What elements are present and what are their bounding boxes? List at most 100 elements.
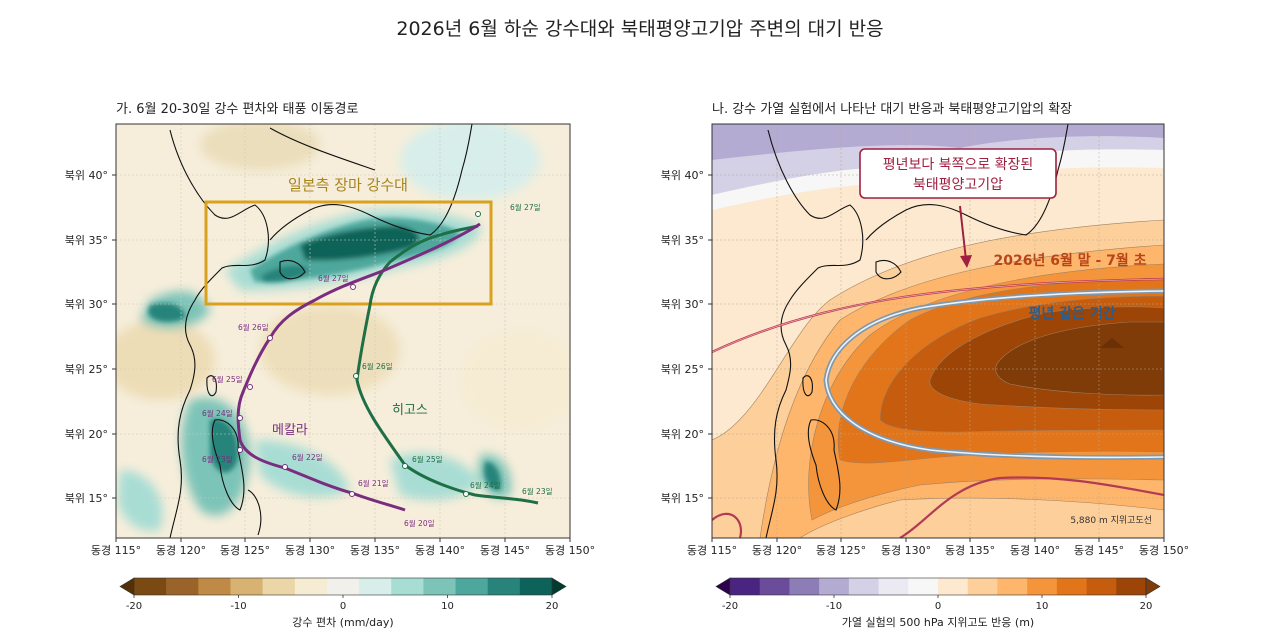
longitude-tick-label: 동경 130° [285, 544, 335, 557]
colorbar-segment [134, 578, 167, 595]
philippines-south-coast [247, 489, 262, 536]
colorbar-tick-label: -20 [126, 601, 142, 612]
colorbar-segment [359, 578, 392, 595]
longitude-tick-label: 동경 120° [752, 544, 802, 557]
longitude-tick-label: 동경 140° [415, 544, 465, 557]
colorbar-tick-label: 0 [340, 601, 346, 612]
luzon-coast [211, 419, 245, 511]
callout-line-2: 북태평양고기압 [913, 177, 1003, 193]
latitude-tick-label: 북위 35° [65, 234, 108, 247]
longitude-tick-label: 동경 145° [1074, 544, 1124, 557]
latitude-tick-label: 북위 40° [661, 169, 704, 182]
colorbar-segment [487, 578, 521, 595]
typhoon-purple-name: 메칼라 [272, 423, 308, 438]
longitude-tick-label: 동경 125° [220, 544, 270, 557]
green-track-marker [475, 211, 481, 217]
precip-anomaly-core [148, 217, 501, 491]
purple-date-label: 6월 20일 [404, 518, 435, 528]
callout-line-1: 평년보다 북쪽으로 확장된 [883, 157, 1034, 173]
colorbar-segment [166, 578, 199, 595]
panel-b-map: 2026년 6월 말 - 7월 초 평년 같은 기간 5,880 m 지위고도선… [712, 124, 1164, 538]
longitude-tick-label: 동경 150° [545, 544, 595, 557]
callout-arrow-head [960, 255, 972, 268]
colorbar-tick-label: 0 [935, 601, 941, 612]
purple-track-marker [267, 335, 273, 341]
dry-anomaly-patch [260, 305, 400, 395]
longitude-tick-label: 동경 115° [91, 544, 141, 557]
typhoon-date-labels: 6월 27일 6월 26일 6월 25일 6월 24일 6월 23일 6월 27… [202, 202, 553, 528]
latitude-tick-label: 북위 15° [65, 492, 108, 505]
green-date-label: 6월 26일 [362, 361, 393, 371]
colorbar-segment [848, 578, 879, 595]
late-june-contour-label: 2026년 6월 말 - 7월 초 [993, 252, 1146, 269]
purple-date-label: 6월 21일 [358, 478, 389, 488]
colorbar-tick-label: -10 [230, 601, 246, 612]
purple-date-label: 6월 27일 [318, 273, 349, 283]
purple-track-marker [247, 384, 253, 390]
panel-b-coastlines [765, 124, 1069, 538]
japan-coast [269, 124, 473, 241]
wet-anomaly-patch [400, 124, 540, 200]
wet-anomaly-patch [390, 452, 480, 500]
dry-anomaly-patch [116, 320, 215, 400]
wet-anomaly-core [148, 303, 185, 322]
colorbar-segment [967, 578, 998, 595]
colorbar-segment [455, 578, 488, 595]
negative-anomaly-region [712, 124, 1164, 160]
taiwan-coast [206, 375, 217, 397]
panel-a-frame [115, 123, 571, 539]
colorbar-segment [230, 578, 263, 595]
colorbar-segment [938, 578, 969, 595]
panel-b-axis-ticks: 동경 115° 동경 120° 동경 125° 동경 130° 동경 135° 동경 14… [661, 169, 1189, 557]
callout-box [859, 148, 1057, 199]
purple-track-marker [237, 415, 243, 421]
figure-title: 2026년 6월 하순 강수대와 북태평양고기압 주변의 대기 반응 [396, 18, 884, 40]
colorbar-tick-label: 20 [546, 601, 559, 612]
kyushu-coast [875, 259, 902, 280]
latitude-tick-label: 북위 25° [661, 363, 704, 376]
colorbar-tick-label: -10 [826, 601, 842, 612]
longitude-tick-label: 동경 125° [816, 544, 866, 557]
colorbar-segment [997, 578, 1028, 595]
colorbar-segment [423, 578, 456, 595]
panel-b-colorbar: -20 -10 0 10 20 [715, 577, 1161, 612]
longitude-tick-label: 동경 145° [480, 544, 530, 557]
dry-anomaly-patch [200, 124, 320, 170]
colorbar-segment [391, 578, 424, 595]
colorbar-segment [730, 578, 761, 595]
panel-b-frame [711, 123, 1165, 539]
purple-track-marker [282, 464, 288, 470]
latitude-tick-label: 북위 25° [65, 363, 108, 376]
longitude-tick-label: 동경 150° [1139, 544, 1189, 557]
taiwan-coast [802, 375, 813, 397]
latitude-tick-label: 북위 20° [661, 428, 704, 441]
dry-anomaly-patch [460, 330, 570, 430]
colorbar-segment [519, 578, 553, 595]
green-date-label: 6월 24일 [470, 480, 501, 490]
rain-band-region-label: 일본측 장마 강수대 [288, 176, 408, 194]
green-date-label: 6월 25일 [412, 454, 443, 464]
panel-b-colorbar-label: 가열 실험의 500 hPa 지위고도 반응 (m) [842, 616, 1034, 629]
colorbar-segment [262, 578, 296, 595]
colorbar-extend-low [119, 577, 135, 596]
wet-anomaly-core [484, 461, 501, 491]
contour-5880-late-june-highlight [712, 278, 1164, 353]
purple-typhoon-track [236, 222, 481, 512]
green-date-label: 6월 23일 [522, 486, 553, 496]
colorbar-segment [294, 578, 328, 595]
colorbar-segment [908, 578, 939, 595]
typhoon-green-name: 히고스 [392, 403, 428, 418]
green-track-marker [463, 491, 469, 497]
colorbar-segment [759, 578, 790, 595]
wet-anomaly-patch [118, 470, 163, 531]
colorbar-segment [1116, 578, 1147, 595]
colorbar-segment [198, 578, 231, 595]
colorbar-tick-label: 10 [441, 601, 454, 612]
longitude-tick-label: 동경 140° [1010, 544, 1060, 557]
contour-5880-normal-inner [825, 290, 1164, 459]
callout-arrow-shaft [959, 205, 967, 261]
purple-date-label: 6월 22일 [292, 452, 323, 462]
purple-date-label: 6월 25일 [212, 374, 243, 384]
panel-a-title: 가. 6월 20-30일 강수 편차와 태풍 이동경로 [116, 102, 359, 117]
